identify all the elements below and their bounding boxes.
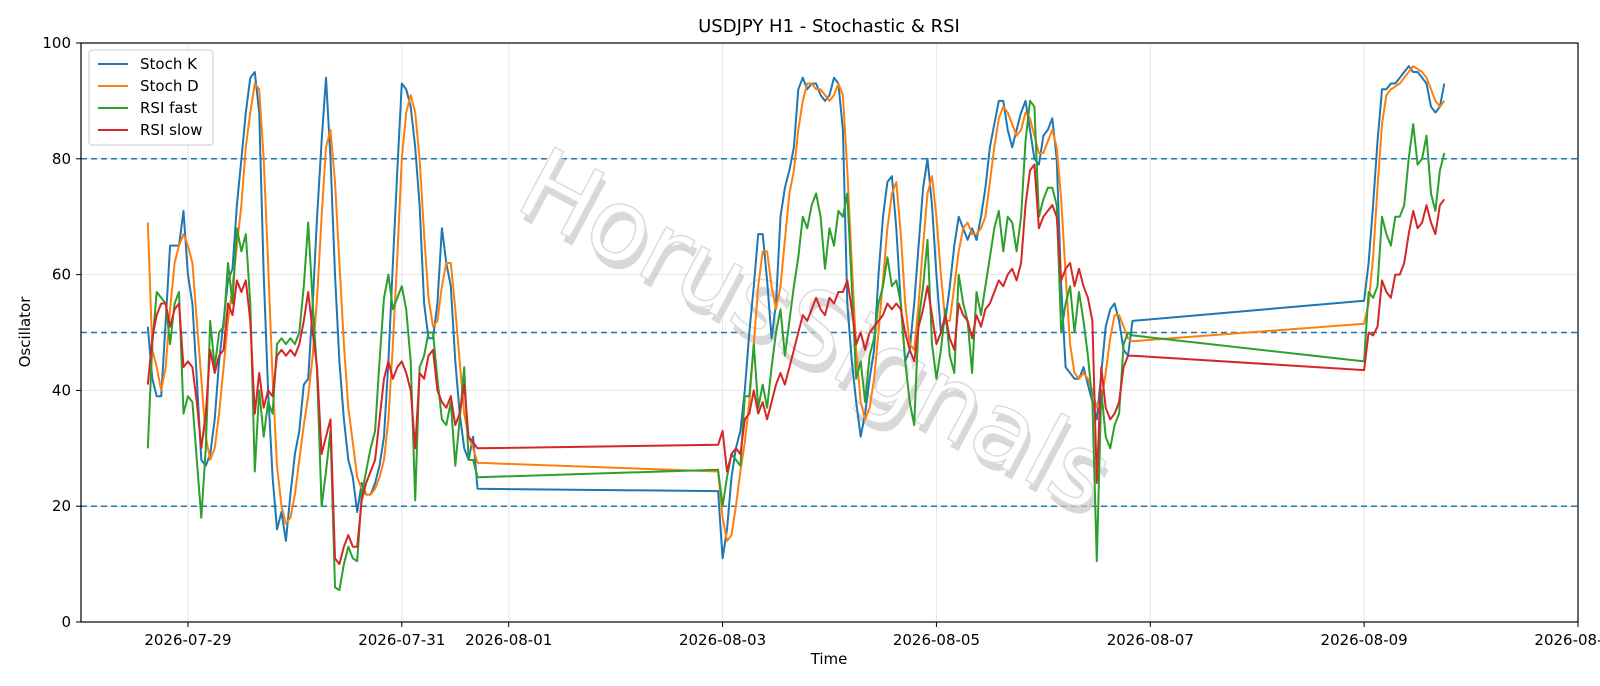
legend-label: Stoch D bbox=[140, 77, 199, 95]
x-axis-label: Time bbox=[810, 650, 848, 668]
y-tick-label: 80 bbox=[52, 150, 71, 168]
x-tick-label: 2026-07-31 bbox=[358, 631, 445, 649]
legend: Stoch K Stoch D RSI fast RSI slow bbox=[88, 49, 214, 146]
y-tick-label: 100 bbox=[42, 34, 71, 52]
plot-frame bbox=[80, 42, 1579, 623]
x-ticks: 2026-07-29 2026-07-31 2026-08-01 2026-08-03… bbox=[144, 622, 1600, 649]
legend-items: Stoch K Stoch D RSI fast RSI slow bbox=[98, 55, 203, 139]
legend-label: RSI fast bbox=[140, 99, 197, 117]
x-tick-label: 2026-08-09 bbox=[1321, 631, 1408, 649]
x-tick-label: 2026-08-01 bbox=[465, 631, 552, 649]
series-line-rsi-fast bbox=[146, 99, 1446, 592]
series-lines bbox=[146, 65, 1446, 592]
legend-label: RSI slow bbox=[140, 121, 203, 139]
x-tick-label: 2026-07-29 bbox=[144, 631, 231, 649]
series-line-rsi-slow bbox=[146, 163, 1446, 566]
x-tick-label: 2026-08-11 bbox=[1534, 631, 1600, 649]
series-line-stoch-d bbox=[146, 65, 1446, 542]
y-tick-label: 40 bbox=[52, 381, 71, 399]
x-tick-label: 2026-08-05 bbox=[893, 631, 980, 649]
legend-label: Stoch K bbox=[140, 55, 198, 73]
y-axis-label: Oscillator bbox=[16, 296, 34, 368]
x-tick-label: 2026-08-07 bbox=[1107, 631, 1194, 649]
y-tick-label: 0 bbox=[61, 613, 71, 631]
y-ticks: 0 20 40 60 80 100 bbox=[42, 34, 81, 631]
chart-title: USDJPY H1 - Stochastic & RSI bbox=[698, 16, 960, 37]
y-tick-label: 60 bbox=[52, 266, 71, 284]
y-tick-label: 20 bbox=[52, 497, 71, 515]
x-tick-label: 2026-08-03 bbox=[679, 631, 766, 649]
legend-box bbox=[88, 49, 214, 146]
